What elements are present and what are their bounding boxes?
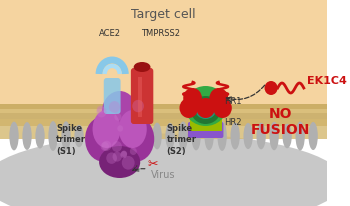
Circle shape <box>213 98 232 118</box>
Ellipse shape <box>119 117 154 162</box>
Text: Virus: Virus <box>151 169 176 179</box>
Ellipse shape <box>134 63 150 73</box>
Ellipse shape <box>204 122 214 151</box>
Ellipse shape <box>88 123 97 150</box>
Circle shape <box>132 100 144 113</box>
Ellipse shape <box>178 122 188 151</box>
Ellipse shape <box>102 91 138 133</box>
FancyBboxPatch shape <box>0 119 334 139</box>
Bar <box>198 129 206 131</box>
Ellipse shape <box>230 123 240 150</box>
Ellipse shape <box>195 102 216 119</box>
Ellipse shape <box>139 123 149 149</box>
Bar <box>138 78 142 117</box>
Bar <box>0 109 327 206</box>
Ellipse shape <box>85 117 121 162</box>
FancyBboxPatch shape <box>188 122 223 138</box>
Circle shape <box>183 89 202 109</box>
Ellipse shape <box>119 110 147 148</box>
Circle shape <box>102 141 111 151</box>
Circle shape <box>196 98 215 118</box>
Circle shape <box>113 152 122 162</box>
Bar <box>190 114 222 131</box>
Ellipse shape <box>99 146 140 178</box>
Ellipse shape <box>113 125 123 148</box>
Ellipse shape <box>244 123 253 149</box>
Text: EK1C4: EK1C4 <box>307 76 346 85</box>
Circle shape <box>209 89 228 109</box>
Text: HR1: HR1 <box>224 97 242 106</box>
Circle shape <box>265 82 278 96</box>
Bar <box>190 94 222 109</box>
Text: Spike
trimer
(S1): Spike trimer (S1) <box>56 124 86 155</box>
Ellipse shape <box>166 123 175 149</box>
Ellipse shape <box>48 122 58 151</box>
Ellipse shape <box>0 134 344 206</box>
Ellipse shape <box>100 124 110 149</box>
Ellipse shape <box>295 122 305 151</box>
Ellipse shape <box>257 123 266 150</box>
Circle shape <box>109 102 120 113</box>
Ellipse shape <box>184 87 227 126</box>
Circle shape <box>114 114 121 121</box>
Ellipse shape <box>308 122 318 150</box>
Text: Target cell: Target cell <box>131 8 196 21</box>
Ellipse shape <box>282 124 292 149</box>
Text: HR2: HR2 <box>224 118 242 127</box>
Text: Spike
trimer
(S2): Spike trimer (S2) <box>166 124 196 155</box>
Text: TMPRSS2: TMPRSS2 <box>141 29 180 38</box>
Circle shape <box>120 151 127 158</box>
Ellipse shape <box>35 124 45 149</box>
Ellipse shape <box>9 122 19 151</box>
Bar <box>0 109 327 114</box>
Circle shape <box>112 141 122 152</box>
Ellipse shape <box>126 122 136 150</box>
Text: ✂: ✂ <box>147 158 158 171</box>
Circle shape <box>122 156 135 170</box>
Ellipse shape <box>92 110 121 148</box>
Circle shape <box>96 107 106 118</box>
Ellipse shape <box>191 122 201 151</box>
Circle shape <box>180 98 198 118</box>
Circle shape <box>121 151 127 157</box>
Ellipse shape <box>22 123 32 150</box>
FancyBboxPatch shape <box>131 69 153 124</box>
Ellipse shape <box>191 97 220 124</box>
Ellipse shape <box>270 122 279 151</box>
Circle shape <box>117 126 123 132</box>
Ellipse shape <box>61 122 71 151</box>
Ellipse shape <box>152 123 162 150</box>
Text: ACE2: ACE2 <box>99 29 121 38</box>
Circle shape <box>97 106 104 114</box>
Circle shape <box>101 142 109 151</box>
Circle shape <box>106 153 117 164</box>
Ellipse shape <box>75 125 84 147</box>
FancyBboxPatch shape <box>104 79 121 115</box>
FancyBboxPatch shape <box>0 104 334 126</box>
Circle shape <box>130 148 137 155</box>
Bar <box>0 0 327 129</box>
Text: NO
FUSION: NO FUSION <box>251 107 310 136</box>
Ellipse shape <box>217 122 227 151</box>
